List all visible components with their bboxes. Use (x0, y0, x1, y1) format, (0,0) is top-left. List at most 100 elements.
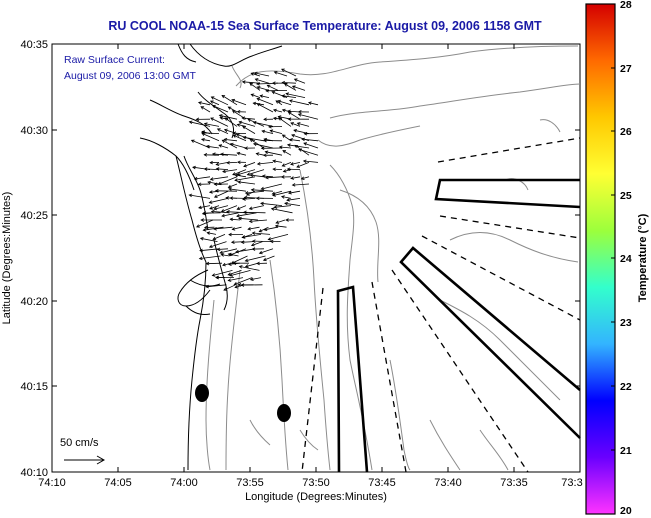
x-tick-label: 73:55 (236, 477, 264, 489)
current-vector (222, 139, 238, 149)
current-vector-head (197, 182, 202, 187)
current-vector (286, 93, 306, 98)
current-vector (290, 122, 301, 127)
current-vector (221, 254, 230, 257)
figure-title: RU COOL NOAA-15 Sea Surface Temperature:… (108, 19, 542, 33)
current-vector (242, 198, 256, 200)
current-vector-head (198, 256, 203, 261)
dashed-sector-lines (301, 137, 581, 473)
marker-ellipse-east (277, 404, 291, 422)
x-tick-label: 73:35 (500, 477, 528, 489)
current-vector-head (200, 218, 204, 222)
current-vector-head (251, 247, 256, 251)
current-vector-head (205, 261, 210, 266)
current-vector (220, 248, 238, 254)
current-vector (272, 160, 283, 163)
current-vector-head (249, 277, 254, 281)
current-vector-head (203, 122, 208, 126)
current-vector-head (281, 163, 286, 167)
current-vector (237, 152, 247, 156)
current-vector-head (243, 195, 248, 200)
current-vector (251, 241, 263, 246)
current-vector-head (250, 72, 255, 76)
current-vector-head (236, 151, 241, 156)
current-vector (235, 174, 247, 178)
current-vector (198, 205, 211, 209)
current-vector (199, 248, 220, 252)
colorbar: 28 27 26 25 24 23 22 21 20 Temperature (… (585, 0, 649, 517)
current-vector-head (224, 117, 229, 121)
bathymetry-contours (205, 45, 581, 471)
current-vector (219, 114, 238, 120)
current-vector (239, 266, 260, 271)
current-vector-head (213, 194, 218, 198)
current-vector (228, 253, 239, 257)
current-vector (303, 160, 319, 163)
x-axis-label: Longitude (Degrees:Minutes) (245, 491, 387, 503)
current-vector-head (294, 144, 299, 149)
colorbar-tick-label: 25 (620, 190, 632, 202)
current-vector-head (222, 262, 226, 267)
current-vector-head (196, 224, 200, 228)
current-vector (210, 100, 220, 106)
current-vector (277, 100, 292, 106)
current-vector (260, 95, 270, 98)
current-vector (251, 72, 261, 77)
y-tick-label: 40:10 (20, 467, 48, 479)
current-vector-head (291, 85, 296, 89)
current-vector-head (240, 240, 245, 244)
current-vector-head (278, 117, 282, 121)
current-vector (292, 183, 310, 186)
current-vector (288, 111, 301, 120)
current-vector-head (307, 101, 312, 105)
current-vector-head (247, 226, 252, 231)
current-vector-head (249, 82, 253, 87)
current-vector-head (203, 167, 208, 171)
current-vector-head (286, 198, 290, 202)
current-vector-head (242, 125, 246, 130)
y-tick-label: 40:25 (20, 210, 48, 222)
colorbar-tick-label: 26 (620, 126, 632, 138)
current-vector (303, 142, 319, 149)
current-vector (228, 188, 247, 192)
current-vector (274, 71, 288, 77)
current-vector (297, 122, 310, 127)
current-vector (242, 81, 261, 84)
current-vector-head (232, 261, 237, 265)
current-vector-head (290, 122, 294, 126)
current-vector (233, 132, 247, 134)
y-tick-labels: 40:35 40:30 40:25 40:20 40:15 40:10 (20, 39, 48, 479)
current-vector-head (229, 273, 233, 277)
current-vector-head (280, 175, 285, 179)
current-vector (209, 205, 220, 210)
current-vector-head (290, 176, 295, 180)
current-vector-head (200, 106, 205, 110)
current-vector (229, 270, 251, 277)
current-vector-head (255, 152, 260, 156)
current-vector-head (234, 178, 238, 182)
current-vector-head (296, 164, 300, 168)
current-vector (230, 143, 247, 149)
current-vector-head (235, 249, 240, 254)
current-vector-head (226, 160, 230, 165)
current-vector-head (211, 152, 216, 156)
current-vector (282, 134, 292, 142)
current-vector-head (244, 264, 249, 268)
current-vector (289, 139, 301, 142)
current-vector (233, 134, 247, 142)
current-vector (251, 94, 261, 98)
current-vector-head (252, 101, 257, 106)
x-axis (51, 44, 581, 472)
current-vector (272, 190, 292, 196)
current-vector-head (256, 86, 261, 90)
shipping-lane-outlines (336, 178, 581, 473)
current-vector-head (273, 205, 278, 209)
current-vector-head (264, 150, 269, 155)
current-vector-head (250, 188, 255, 192)
current-vector-head (210, 209, 215, 214)
current-vector-head (263, 117, 267, 122)
x-tick-labels: 74:10 74:05 74:00 73:55 73:50 73:45 73:4… (38, 477, 582, 489)
current-vector (250, 174, 265, 178)
current-vector-head (291, 134, 295, 138)
scale-label: 50 cm/s (60, 437, 99, 449)
